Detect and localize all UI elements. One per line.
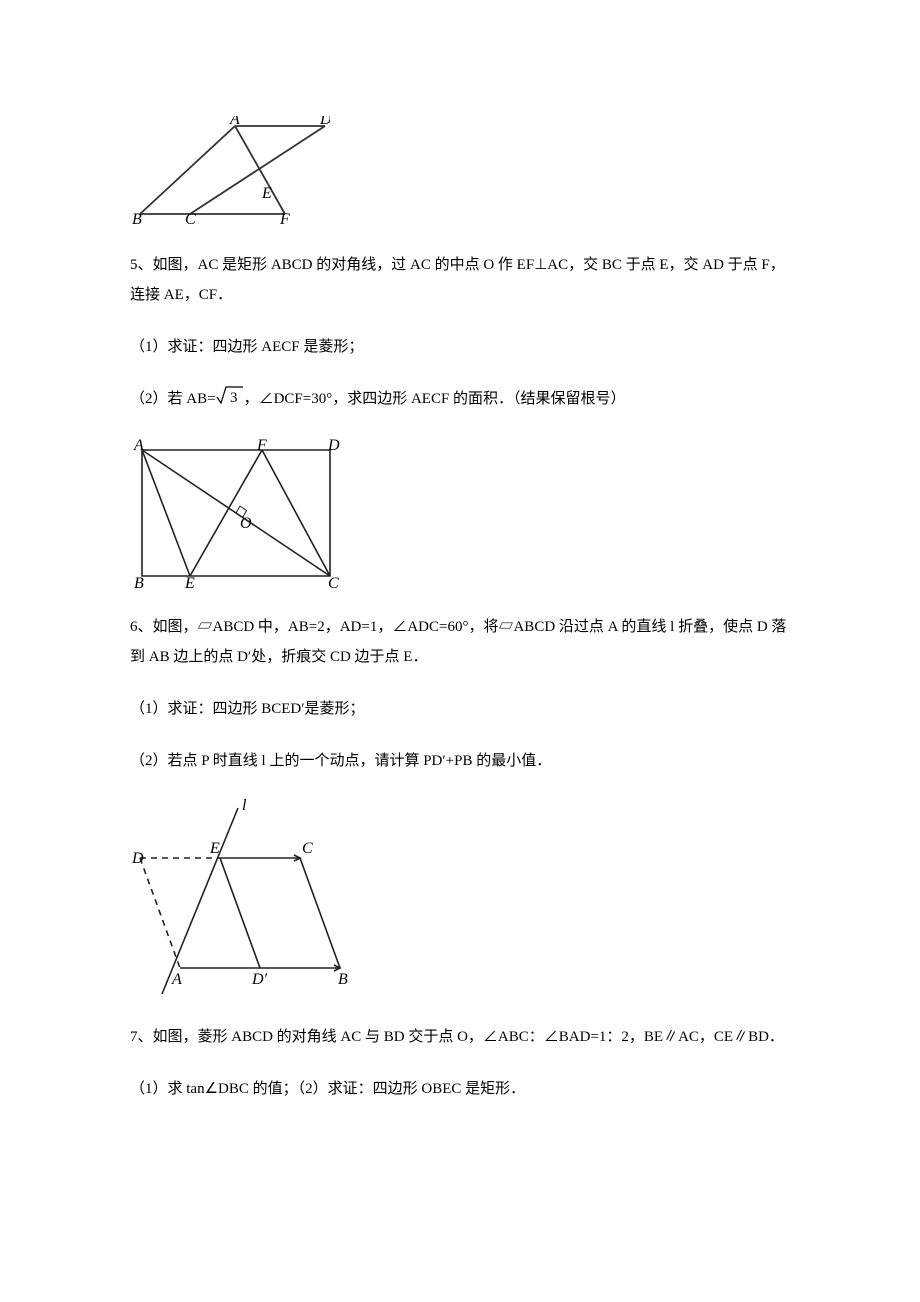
q6-part1: （1）求证：四边形 BCED′是菱形； <box>130 694 790 724</box>
svg-text:E: E <box>184 575 195 588</box>
svg-text:D: D <box>319 116 330 128</box>
svg-text:B: B <box>338 971 348 988</box>
svg-text:C: C <box>302 840 313 857</box>
svg-text:E: E <box>261 185 272 202</box>
svg-text:A: A <box>229 116 240 128</box>
document-page: ABCDEF 5、如图，AC 是矩形 ABCD 的对角线，过 AC 的中点 O … <box>0 0 920 1302</box>
svg-text:A: A <box>133 438 144 454</box>
svg-text:B: B <box>132 211 142 226</box>
q5-p2-a: （2）若 AB= <box>130 391 216 407</box>
q5-part1: （1）求证：四边形 AECF 是菱形； <box>130 332 790 362</box>
q6-lead: 6、如图，▱ABCD 中，AB=2，AD=1，∠ADC=60°，将▱ABCD 沿… <box>130 612 790 672</box>
figure-q4: A B C D EF <box>130 116 790 226</box>
svg-text:l: l <box>242 798 247 814</box>
q6-part2: （2）若点 P 时直线 l 上的一个动点，请计算 PD′+PB 的最小值． <box>130 746 790 776</box>
svg-text:E: E <box>209 840 220 857</box>
q5-part2: （2）若 AB= 3 ，∠DCF=30°，求四边形 AECF 的面积．（结果保留… <box>130 384 790 416</box>
svg-text:B: B <box>134 575 144 588</box>
figure-q6: l D E C A D′ B <box>130 798 790 998</box>
q7-parts: （1）求 tan∠DBC 的值；（2）求证：四边形 OBEC 是矩形． <box>130 1074 790 1104</box>
svg-text:D: D <box>327 438 340 454</box>
sqrt-3: 3 <box>216 385 244 416</box>
q5-p2-b: ，∠DCF=30°，求四边形 AECF 的面积．（结果保留根号） <box>244 391 626 407</box>
figure-q5: A B C D E F O <box>130 438 790 588</box>
svg-text:A: A <box>171 971 182 988</box>
svg-text:F: F <box>279 211 290 226</box>
svg-text:C: C <box>185 211 196 226</box>
svg-text:C: C <box>328 575 339 588</box>
svg-text:F: F <box>256 438 267 454</box>
q7-lead: 7、如图，菱形 ABCD 的对角线 AC 与 BD 交于点 O，∠ABC：∠BA… <box>130 1022 790 1052</box>
svg-text:D′: D′ <box>251 971 268 988</box>
svg-text:3: 3 <box>230 390 238 405</box>
svg-text:O: O <box>240 515 252 532</box>
q5-lead: 5、如图，AC 是矩形 ABCD 的对角线，过 AC 的中点 O 作 EF⊥AC… <box>130 250 790 310</box>
svg-text:D: D <box>131 850 144 867</box>
